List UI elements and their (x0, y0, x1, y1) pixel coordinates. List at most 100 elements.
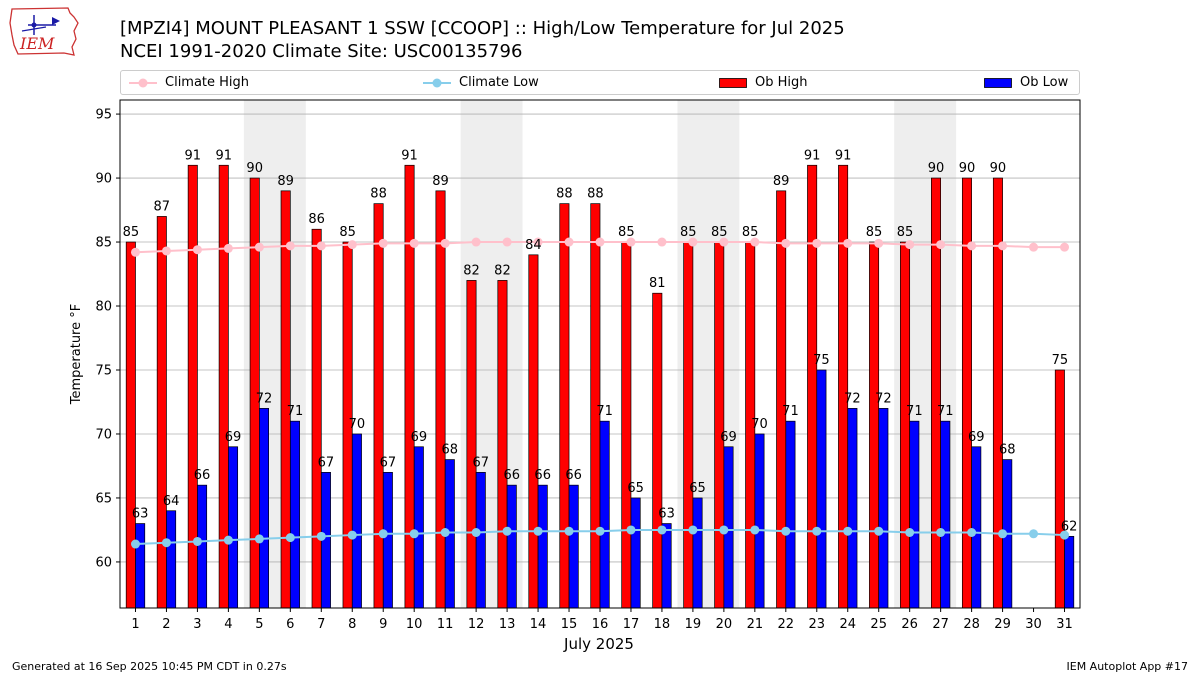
climate-low-point (316, 531, 326, 541)
x-tick-label: 19 (685, 617, 702, 632)
ob-low-bar (847, 408, 858, 609)
ob-low-bar (909, 420, 920, 609)
climate-low-point (812, 526, 822, 536)
ob-low-bar (537, 484, 548, 609)
footer-generated: Generated at 16 Sep 2025 10:45 PM CDT in… (12, 660, 287, 673)
climate-low-point (657, 525, 667, 535)
x-tick-label: 24 (839, 617, 856, 632)
ob-low-label: 65 (627, 481, 644, 496)
ob-low-label: 67 (380, 455, 397, 470)
ob-low-bar (754, 433, 765, 609)
ob-low-bar (228, 446, 239, 609)
climate-low-point (719, 525, 729, 535)
climate-low-point (347, 530, 357, 540)
x-tick-label: 25 (870, 617, 887, 632)
ob-high-bar (900, 241, 911, 609)
ob-low-bar (878, 408, 889, 609)
climate-low-point (967, 528, 977, 538)
ob-high-bar (311, 228, 322, 609)
ob-high-label: 84 (525, 238, 542, 253)
y-tick-label: 65 (95, 491, 112, 506)
climate-low-point (161, 538, 171, 548)
climate-high-point (595, 237, 605, 247)
ob-low-label: 64 (163, 494, 180, 509)
ob-low-label: 63 (658, 507, 675, 522)
climate-high-point (471, 237, 481, 247)
climate-low-point (1029, 529, 1039, 539)
x-tick-label: 1 (131, 617, 139, 632)
ob-high-label: 90 (246, 161, 263, 176)
climate-high-point (378, 238, 388, 248)
ob-low-label: 71 (782, 404, 799, 419)
climate-low-swatch-icon (423, 78, 451, 87)
ob-high-label: 85 (123, 225, 140, 240)
chart-subtitle: NCEI 1991-2020 Climate Site: USC00135796 (120, 41, 523, 62)
climate-low-point (750, 525, 760, 535)
plot-frame (119, 99, 1081, 609)
ob-high-label: 91 (215, 148, 232, 163)
logo-text: IEM (19, 34, 55, 53)
y-tick-label: 95 (95, 108, 112, 123)
climate-low-point (130, 539, 140, 549)
climate-high-point (1060, 242, 1070, 252)
ob-high-bar (1054, 369, 1065, 609)
ob-low-label: 72 (844, 391, 861, 406)
ob-low-bar (661, 523, 672, 609)
ob-high-bar (466, 280, 477, 609)
ob-high-label: 85 (711, 225, 728, 240)
ob-low-bar (506, 484, 517, 609)
y-tick-label: 60 (95, 555, 112, 570)
climate-low-point (998, 529, 1008, 539)
climate-high-point (750, 237, 760, 247)
x-tick-label: 13 (499, 617, 516, 632)
climate-high-point (781, 238, 791, 248)
ob-high-bar (435, 190, 446, 609)
legend-label-climate-high: Climate High (165, 75, 250, 90)
climate-low-point (440, 528, 450, 538)
climate-low-point (874, 526, 884, 536)
ob-low-bar (382, 472, 393, 609)
ob-high-label: 88 (370, 187, 387, 202)
climate-high-point (192, 245, 202, 255)
climate-high-point (161, 246, 171, 256)
ob-high-label: 91 (804, 148, 821, 163)
ob-high-label: 88 (587, 187, 604, 202)
climate-high-point (564, 237, 574, 247)
climate-low-point (223, 535, 233, 545)
climate-low-point (688, 525, 698, 535)
x-tick-label: 26 (901, 617, 918, 632)
climate-high-point (936, 240, 946, 250)
ob-low-bar (351, 433, 362, 609)
legend-label-ob-low: Ob Low (1020, 75, 1069, 90)
ob-low-label: 68 (999, 443, 1016, 458)
legend-item-climate-high: Climate High (129, 71, 249, 94)
x-tick-label: 29 (994, 617, 1011, 632)
ob-high-label: 87 (154, 199, 171, 214)
x-tick-label: 5 (255, 617, 263, 632)
ob-low-bar (166, 510, 177, 609)
ob-high-bar (125, 241, 136, 609)
ob-low-bar (940, 420, 951, 609)
climate-high-point (1029, 242, 1039, 252)
ob-low-label: 72 (256, 391, 273, 406)
climate-low-point (192, 536, 202, 546)
ob-high-label: 82 (463, 263, 480, 278)
x-tick-label: 7 (317, 617, 325, 632)
ob-low-label: 67 (318, 455, 335, 470)
x-tick-label: 10 (406, 617, 423, 632)
ob-high-label: 85 (866, 225, 883, 240)
climate-low-point (905, 528, 915, 538)
ob-high-label: 90 (928, 161, 945, 176)
ob-high-bar (714, 241, 725, 609)
climate-high-point (440, 238, 450, 248)
ob-high-label: 86 (308, 212, 325, 227)
climate-high-point (657, 237, 667, 247)
climate-low-point (471, 528, 481, 538)
climate-low-point (533, 526, 543, 536)
ob-high-bar (404, 164, 415, 609)
ob-low-bar (971, 446, 982, 609)
climate-low-point (409, 529, 419, 539)
ob-high-bar (869, 241, 880, 609)
ob-high-label: 90 (959, 161, 976, 176)
ob-low-label: 69 (225, 430, 242, 445)
